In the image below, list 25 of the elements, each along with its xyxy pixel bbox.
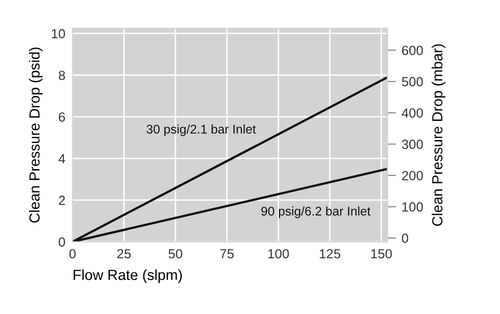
x-tick-label: 0 bbox=[69, 249, 76, 258]
y2-tick-label: 200 bbox=[402, 170, 423, 180]
series-label: 30 psig/2.1 bar Inlet bbox=[146, 124, 256, 136]
y2-tick-label: 500 bbox=[402, 77, 423, 86]
x-tick-label: 50 bbox=[168, 249, 182, 258]
x-tick-label: 125 bbox=[320, 249, 340, 258]
y2-tick-label: 600 bbox=[402, 46, 423, 56]
y-tick-label: 10 bbox=[52, 29, 66, 38]
y-axis-title: Clean Pressure Drop (psid) bbox=[28, 48, 43, 223]
y2-tick-label: 100 bbox=[402, 202, 423, 212]
y-tick-label: 0 bbox=[58, 237, 66, 247]
y-tick-label: 6 bbox=[58, 112, 65, 122]
y2-tick-label: 300 bbox=[402, 140, 423, 150]
y-tick-label: 4 bbox=[58, 154, 66, 164]
y-tick-label: 2 bbox=[58, 196, 65, 205]
x-tick-label: 25 bbox=[117, 249, 131, 258]
series-label: 90 psig/6.2 bar Inlet bbox=[261, 206, 370, 218]
y2-tick-label: 400 bbox=[402, 108, 423, 118]
y-tick-label: 8 bbox=[58, 70, 65, 80]
x-tick-label: 75 bbox=[220, 249, 234, 258]
x-axis-title: Flow Rate (slpm) bbox=[74, 269, 182, 283]
x-tick-label: 100 bbox=[268, 249, 289, 258]
y2-tick-label: 0 bbox=[402, 234, 408, 243]
x-tick-label: 150 bbox=[371, 249, 392, 258]
y2-axis-title: Clean Pressure Drop (mbar) bbox=[432, 44, 446, 226]
